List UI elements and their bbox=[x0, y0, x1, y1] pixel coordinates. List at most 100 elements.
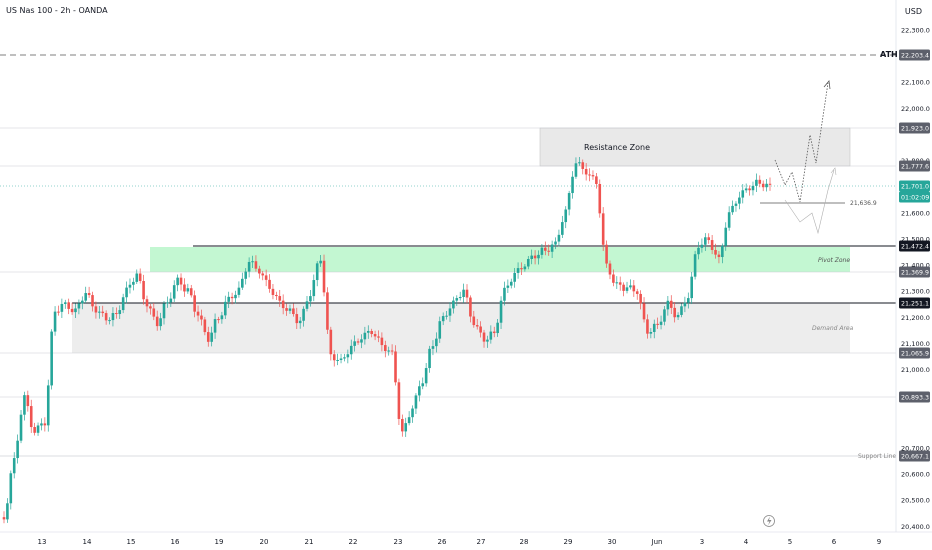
candle-body bbox=[57, 311, 60, 313]
candle-body bbox=[639, 293, 642, 304]
candle-body bbox=[193, 295, 196, 312]
candle-body bbox=[622, 284, 625, 291]
candle-body bbox=[36, 425, 40, 433]
candle-body bbox=[435, 338, 438, 347]
candle-body bbox=[673, 307, 676, 318]
candle-body bbox=[152, 308, 156, 317]
candle-body bbox=[455, 298, 459, 301]
candle-body bbox=[43, 423, 47, 426]
price-badge bbox=[899, 49, 930, 61]
time-label: 4 bbox=[744, 538, 749, 546]
price-badge bbox=[899, 391, 930, 403]
candle-body bbox=[271, 288, 275, 295]
candle-body bbox=[734, 203, 738, 206]
time-axis[interactable] bbox=[0, 532, 932, 550]
candle-body bbox=[601, 213, 605, 245]
candle-body bbox=[537, 254, 540, 259]
time-label: 29 bbox=[564, 538, 573, 546]
candle-body bbox=[23, 395, 26, 415]
price-tick-label: 20,700.0 bbox=[901, 444, 930, 452]
candle-body bbox=[132, 281, 135, 285]
price-badge-label: 21,777.6 bbox=[901, 164, 929, 171]
candle-body bbox=[676, 314, 680, 318]
lightning-icon[interactable] bbox=[763, 515, 775, 527]
candle-body bbox=[220, 315, 224, 320]
resistance-zone-label: Resistance Zone bbox=[584, 143, 650, 152]
candle-body bbox=[326, 292, 329, 330]
candle-body bbox=[744, 188, 748, 191]
target-level-label: 21,636.9 bbox=[850, 200, 877, 207]
candle-body bbox=[612, 274, 615, 283]
candle-body bbox=[693, 254, 697, 277]
price-badge bbox=[899, 450, 930, 462]
candle-body bbox=[646, 319, 649, 334]
candle-body bbox=[717, 254, 721, 258]
candle-body bbox=[513, 272, 516, 282]
price-axis[interactable] bbox=[896, 0, 932, 532]
candle-body bbox=[652, 323, 656, 332]
candle-body bbox=[635, 291, 639, 294]
candle-body bbox=[360, 339, 363, 343]
candle-body bbox=[356, 341, 360, 343]
candle-body bbox=[322, 260, 326, 293]
candle-body bbox=[554, 241, 557, 245]
currency-label[interactable]: USD bbox=[904, 7, 922, 16]
price-badge-label: 21,923.0 bbox=[901, 126, 929, 133]
candle-body bbox=[247, 261, 251, 272]
price-tick-label: 21,600.0 bbox=[901, 209, 930, 217]
candle-body bbox=[418, 386, 421, 396]
candle-body bbox=[751, 185, 755, 191]
candle-body bbox=[441, 316, 445, 322]
candle-body bbox=[404, 423, 408, 432]
candle-body bbox=[19, 414, 23, 441]
time-label: 21 bbox=[305, 538, 314, 546]
candle-body bbox=[377, 336, 380, 338]
candle-body bbox=[550, 244, 554, 252]
price-tick-label: 21,100.0 bbox=[901, 340, 930, 348]
candle-body bbox=[237, 287, 241, 295]
candle-body bbox=[332, 354, 336, 361]
candle-body bbox=[424, 368, 428, 384]
candle-body bbox=[16, 440, 19, 459]
candle-body bbox=[53, 311, 57, 332]
candle-body bbox=[115, 313, 118, 315]
candle-body bbox=[349, 345, 353, 355]
candle-body bbox=[292, 308, 295, 315]
candle-body bbox=[210, 332, 213, 342]
price-badge-label: 20,667.1 bbox=[901, 454, 929, 461]
candle-body bbox=[680, 306, 683, 315]
candle-body bbox=[758, 179, 762, 184]
candle-body bbox=[172, 285, 176, 299]
support-line-label: Support Line bbox=[858, 453, 896, 460]
candle-body bbox=[298, 320, 302, 324]
candle-body bbox=[632, 285, 636, 292]
candle-body bbox=[251, 261, 254, 263]
candle-body bbox=[727, 212, 731, 228]
candle-body bbox=[394, 351, 397, 383]
candle-body bbox=[319, 260, 322, 264]
price-badge bbox=[899, 160, 930, 172]
price-tick-label: 22,000.0 bbox=[901, 105, 930, 113]
time-label: 27 bbox=[477, 538, 486, 546]
candle-body bbox=[486, 339, 489, 342]
price-badge-label: 21,369.9 bbox=[901, 270, 929, 277]
candle-body bbox=[155, 316, 159, 327]
candle-body bbox=[704, 237, 707, 245]
candle-body bbox=[60, 303, 64, 312]
candle-body bbox=[261, 273, 265, 276]
candle-body bbox=[125, 287, 128, 298]
candle-body bbox=[336, 359, 339, 361]
candle-body bbox=[598, 183, 602, 214]
candle-body bbox=[302, 308, 305, 321]
candle-body bbox=[738, 197, 741, 204]
candle-body bbox=[509, 281, 513, 286]
candle-body bbox=[227, 296, 230, 302]
price-tick-label: 20,600.0 bbox=[901, 471, 930, 479]
candle-body bbox=[230, 296, 234, 299]
candle-body bbox=[206, 332, 210, 342]
candle-body bbox=[438, 321, 442, 339]
candle-body bbox=[656, 323, 659, 325]
candle-body bbox=[40, 423, 43, 426]
candle-body bbox=[121, 297, 125, 311]
